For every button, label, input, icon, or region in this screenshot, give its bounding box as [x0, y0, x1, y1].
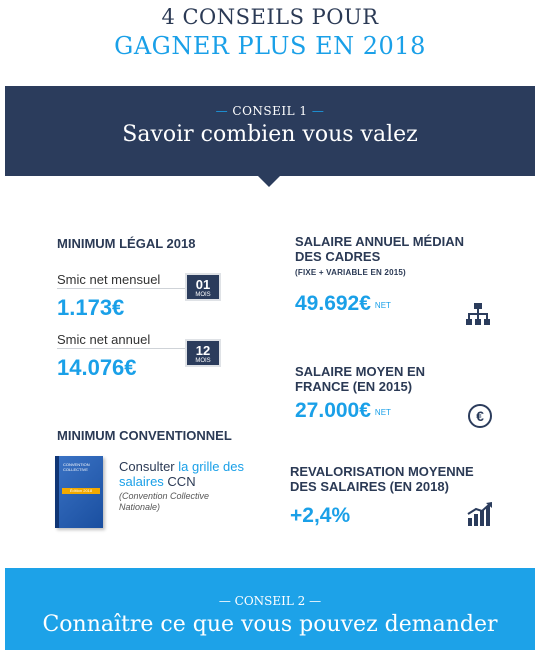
- ccn-note: (Convention Collective Nationale): [119, 491, 210, 512]
- moyen-value: 27.000€ NET: [295, 399, 391, 423]
- kicker-label: CONSEIL 1: [232, 104, 308, 118]
- divider: [57, 288, 185, 289]
- conseil-2-banner: — CONSEIL 2 — Connaître ce que vous pouv…: [5, 568, 535, 650]
- card-title: SALAIRE ANNUEL MÉDIAN DES CADRES: [295, 234, 465, 264]
- kicker-dash: —: [218, 594, 231, 608]
- growth-chart-icon: [467, 502, 492, 526]
- conseil-1-banner: — CONSEIL 1 — Savoir combien vous valez: [5, 86, 535, 176]
- badge-unit: MOIS: [195, 358, 211, 364]
- median-value: 49.692€ NET: [295, 292, 391, 316]
- net-label: NET: [374, 301, 391, 310]
- card-title: SALAIRE MOYEN EN FRANCE (EN 2015): [295, 364, 426, 394]
- card-title: REVALORISATION MOYENNE DES SALAIRES (EN …: [290, 464, 474, 494]
- card-subtitle: (FIXE + VARIABLE EN 2015): [295, 268, 406, 277]
- kicker-dash: —: [215, 104, 229, 118]
- org-chart-icon: [466, 303, 490, 325]
- card-revalorisation: REVALORISATION MOYENNE DES SALAIRES (EN …: [280, 452, 505, 536]
- conseil-1-heading: Savoir combien vous valez: [122, 122, 418, 147]
- card-salaire-moyen: SALAIRE MOYEN EN FRANCE (EN 2015) 27.000…: [280, 349, 505, 437]
- smic-monthly-value: 1.173€: [57, 295, 125, 320]
- net-label: NET: [374, 408, 391, 417]
- title-line-1: 4 CONSEILS POUR: [161, 5, 379, 29]
- consult-prefix: Consulter: [119, 459, 175, 474]
- kicker-dash: —: [311, 104, 325, 118]
- kicker-label: CONSEIL 2: [234, 594, 306, 608]
- kicker-dash: —: [309, 594, 322, 608]
- convention-book-image: CONVENTION COLLECTIVE Édition 2018: [55, 456, 103, 528]
- badge-unit: MOIS: [195, 292, 211, 298]
- conseil-2-kicker: — CONSEIL 2 —: [5, 594, 535, 608]
- banner-notch: [258, 176, 280, 187]
- revalo-value: +2,4%: [290, 504, 351, 527]
- median-amount: 49.692€: [295, 292, 371, 315]
- page-title: 4 CONSEILS POUR GAGNER PLUS EN 2018: [0, 4, 540, 61]
- book-title: CONVENTION COLLECTIVE: [63, 462, 90, 472]
- conseil-1-kicker: — CONSEIL 1 —: [5, 104, 535, 118]
- smic-monthly-label: Smic net mensuel: [57, 272, 161, 287]
- card-title: MINIMUM CONVENTIONNEL: [57, 428, 232, 443]
- smic-annual-label: Smic net annuel: [57, 332, 151, 347]
- moyen-amount: 27.000€: [295, 399, 371, 422]
- euro-coin-icon: €: [468, 404, 492, 428]
- card-salaire-median: SALAIRE ANNUEL MÉDIAN DES CADRES (FIXE +…: [280, 217, 505, 337]
- card-title: MINIMUM LÉGAL 2018: [57, 236, 196, 251]
- smic-annual-value: 14.076€: [57, 355, 137, 380]
- book-strip: Édition 2018: [62, 488, 100, 494]
- divider: [57, 348, 185, 349]
- title-line-2: GAGNER PLUS EN 2018: [114, 32, 426, 60]
- grille-salaires-link[interactable]: la grille des salaires: [119, 459, 245, 489]
- card-minimum-conventionnel: MINIMUM CONVENTIONNEL CONVENTION COLLECT…: [35, 411, 260, 537]
- consult-suffix: CCN: [167, 474, 196, 489]
- conseil-2-heading: Connaître ce que vous pouvez demander: [42, 612, 498, 637]
- ccn-consult-text: Consulter la grille des salaires CCN (Co…: [119, 459, 249, 513]
- card-minimum-legal: MINIMUM LÉGAL 2018 Smic net mensuel 1.17…: [35, 217, 260, 397]
- calendar-badge-icon: 01 MOIS: [185, 273, 221, 301]
- calendar-badge-icon: 12 MOIS: [185, 339, 221, 367]
- badge-number: 01: [195, 277, 211, 292]
- badge-number: 12: [195, 343, 211, 358]
